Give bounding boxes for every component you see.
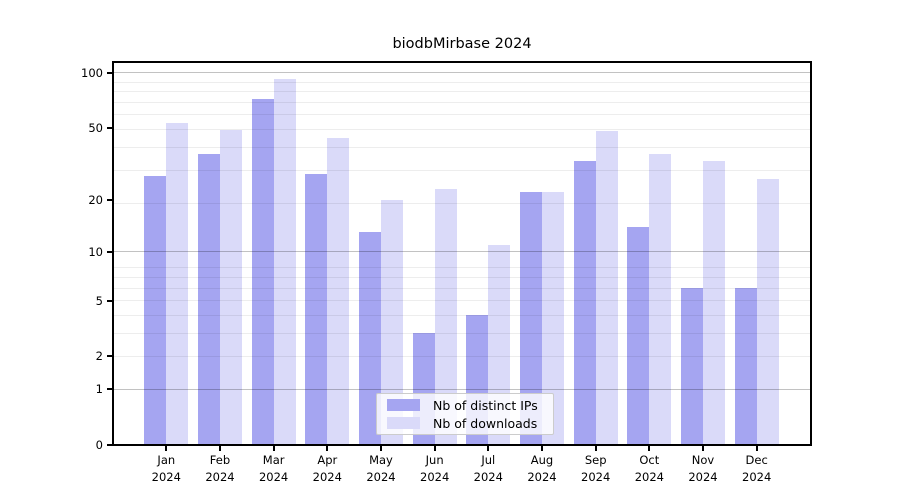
bar-distinct-ips-mar xyxy=(251,99,274,445)
bar-downloads-oct xyxy=(649,153,672,445)
x-tick-label-jan: Jan 2024 xyxy=(151,453,181,484)
legend-swatch-distinct-ips xyxy=(387,399,420,411)
gridline-major-100 xyxy=(113,72,811,74)
y-tick-label-100: 100 xyxy=(81,65,103,80)
bar-downloads-aug xyxy=(541,192,564,445)
bar-distinct-ips-sep xyxy=(573,160,596,445)
gridline-minor-6 xyxy=(113,287,811,289)
x-tick-mark-jan xyxy=(165,445,168,451)
y-tick-label-20: 20 xyxy=(88,192,103,207)
x-tick-mark-jul xyxy=(487,445,490,451)
legend-item-distinct-ips: Nb of distinct IPs xyxy=(387,397,545,413)
legend: Nb of distinct IPs Nb of downloads xyxy=(376,393,554,435)
y-tick-label-50: 50 xyxy=(88,121,103,136)
x-tick-mark-may xyxy=(379,445,382,451)
y-tick-mark-2 xyxy=(107,355,113,358)
x-tick-label-dec: Dec 2024 xyxy=(742,453,772,484)
bar-distinct-ips-feb xyxy=(197,153,220,445)
legend-label-distinct-ips: Nb of distinct IPs xyxy=(433,397,538,413)
bar-downloads-may xyxy=(380,199,403,445)
x-tick-mark-aug xyxy=(540,445,543,451)
gridline-minor-39 xyxy=(113,147,811,149)
x-tick-mark-jun xyxy=(433,445,436,451)
x-tick-mark-dec xyxy=(755,445,758,451)
gridline-minor-5 xyxy=(113,300,811,302)
gridline-minor-79 xyxy=(113,91,811,93)
bar-downloads-jan xyxy=(166,123,189,445)
bar-downloads-feb xyxy=(219,129,242,445)
gridline-minor-59 xyxy=(113,114,811,116)
chart-title: biodbMirbase 2024 xyxy=(392,36,532,52)
bar-downloads-nov xyxy=(703,160,725,445)
x-tick-mark-apr xyxy=(326,445,329,451)
bar-distinct-ips-aug xyxy=(519,192,542,445)
bar-distinct-ips-may xyxy=(358,232,381,445)
gridline-minor-69 xyxy=(113,102,811,104)
x-tick-label-mar: Mar 2024 xyxy=(258,453,289,484)
gridline-minor-2 xyxy=(113,355,811,357)
gridline-major-1 xyxy=(113,388,811,390)
x-tick-label-aug: Aug 2024 xyxy=(527,453,557,484)
bar-downloads-apr xyxy=(327,138,350,445)
y-tick-mark-0 xyxy=(107,444,113,446)
bar-downloads-jun xyxy=(434,188,457,445)
x-tick-mark-nov xyxy=(702,445,704,451)
y-tick-mark-20 xyxy=(107,198,113,201)
y-tick-label-5: 5 xyxy=(95,293,103,308)
gridline-minor-89 xyxy=(113,81,811,83)
x-tick-mark-mar xyxy=(272,445,275,451)
y-tick-label-0: 0 xyxy=(95,438,103,452)
gridline-minor-49 xyxy=(113,129,811,131)
x-tick-label-jun: Jun 2024 xyxy=(420,453,450,484)
gridline-minor-29 xyxy=(113,170,811,172)
bar-downloads-mar xyxy=(273,78,296,445)
x-tick-label-may: May 2024 xyxy=(366,453,396,484)
x-tick-mark-oct xyxy=(648,445,651,451)
y-tick-label-10: 10 xyxy=(88,244,103,259)
x-tick-label-apr: Apr 2024 xyxy=(312,453,342,484)
legend-item-downloads: Nb of downloads xyxy=(387,415,545,431)
x-tick-label-sep: Sep 2024 xyxy=(581,453,611,484)
x-tick-label-oct: Oct 2024 xyxy=(634,453,664,484)
x-tick-label-nov: Nov 2024 xyxy=(688,453,718,484)
y-tick-label-2: 2 xyxy=(95,349,103,364)
plot-area: Nb of distinct IPs Nb of downloads xyxy=(113,62,811,445)
bar-distinct-ips-apr xyxy=(305,173,328,445)
gridline-minor-3 xyxy=(113,332,811,334)
x-tick-label-jul: Jul 2024 xyxy=(473,453,503,484)
y-tick-mark-50 xyxy=(107,127,113,130)
bar-distinct-ips-oct xyxy=(627,226,650,445)
x-tick-label-feb: Feb 2024 xyxy=(205,453,235,484)
y-tick-mark-5 xyxy=(107,299,113,302)
bar-distinct-ips-jan xyxy=(144,176,167,445)
bar-distinct-ips-dec xyxy=(734,288,757,445)
gridline-minor-7 xyxy=(113,276,811,278)
gridline-minor-19 xyxy=(113,203,811,205)
gridline-minor-8 xyxy=(113,267,811,269)
gridline-major-10 xyxy=(113,251,811,253)
y-tick-mark-100 xyxy=(107,71,113,74)
legend-label-downloads: Nb of downloads xyxy=(433,415,538,431)
x-tick-mark-feb xyxy=(218,445,221,451)
legend-swatch-downloads xyxy=(387,417,420,429)
y-tick-mark-10 xyxy=(107,250,113,253)
x-tick-mark-sep xyxy=(594,445,597,451)
y-tick-mark-1 xyxy=(107,388,113,391)
bar-distinct-ips-nov xyxy=(681,288,703,445)
bar-downloads-sep xyxy=(595,131,618,445)
bar-downloads-dec xyxy=(756,179,779,445)
gridline-minor-4 xyxy=(113,314,811,316)
y-tick-label-1: 1 xyxy=(95,382,103,397)
